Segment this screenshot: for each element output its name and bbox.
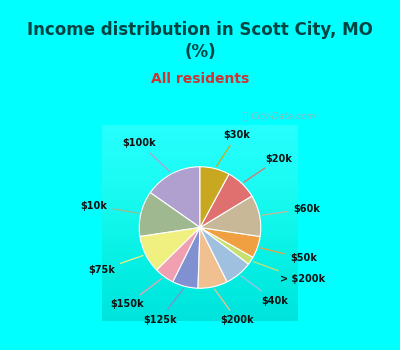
Wedge shape (200, 174, 252, 228)
Text: $30k: $30k (216, 130, 250, 166)
Wedge shape (198, 228, 227, 288)
Wedge shape (200, 228, 253, 264)
Text: $50k: $50k (260, 248, 317, 263)
Wedge shape (139, 193, 200, 237)
Wedge shape (150, 167, 200, 228)
Text: $75k: $75k (88, 256, 143, 275)
Wedge shape (200, 196, 261, 237)
Text: $100k: $100k (122, 138, 170, 172)
Text: ⓘ City-Data.com: ⓘ City-Data.com (243, 112, 315, 121)
Text: $125k: $125k (143, 289, 184, 325)
Text: $20k: $20k (244, 154, 292, 182)
Wedge shape (140, 228, 200, 270)
Text: $40k: $40k (241, 276, 288, 306)
Text: $200k: $200k (214, 289, 254, 326)
Text: $60k: $60k (262, 204, 320, 215)
Text: > $200k: > $200k (254, 262, 325, 285)
Text: Income distribution in Scott City, MO
(%): Income distribution in Scott City, MO (%… (27, 21, 373, 61)
Text: All residents: All residents (151, 72, 249, 86)
Wedge shape (157, 228, 200, 282)
Wedge shape (200, 228, 260, 257)
Wedge shape (173, 228, 200, 288)
Wedge shape (200, 167, 229, 228)
Wedge shape (200, 228, 248, 282)
Text: $150k: $150k (110, 278, 162, 309)
Text: $10k: $10k (81, 201, 138, 213)
